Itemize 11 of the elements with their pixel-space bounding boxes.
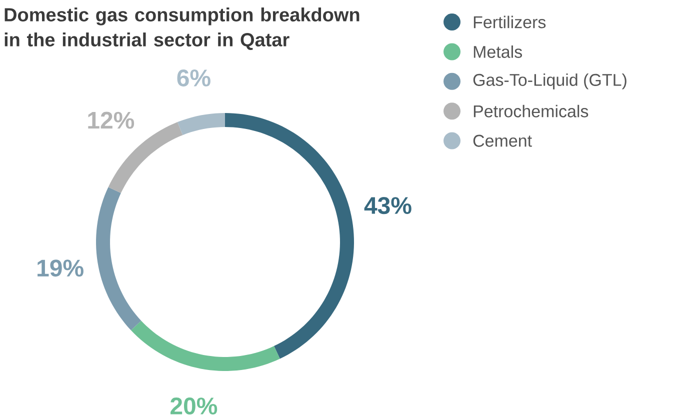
chart-title: Domestic gas consumption breakdown in the industrial sector in Qatar [4,8,360,50]
legend-label: Fertilizers [474,16,546,28]
data-label: 6% [177,70,210,87]
data-label: 20% [170,398,218,415]
legend-label: Cement [473,134,532,147]
data-label: 43% [364,197,412,214]
data-label: 19% [38,260,84,277]
data-label: 12% [88,112,134,129]
legend-label: Metals [474,46,522,58]
legend-label: Petrochemicals [474,104,588,118]
legend-label: Gas-To-Liquid (GTL) [473,74,626,90]
